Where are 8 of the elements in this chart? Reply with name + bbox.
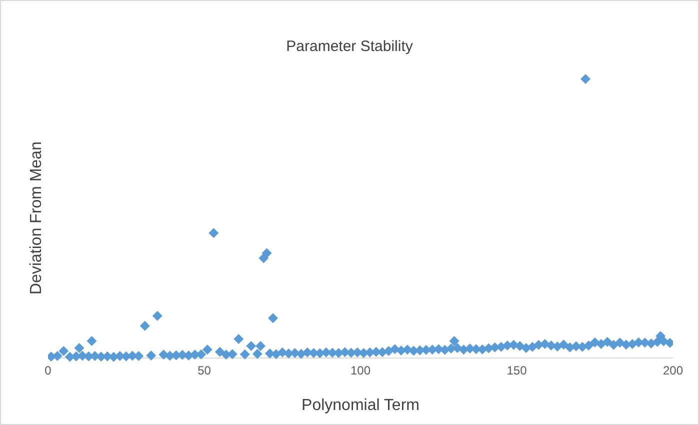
x-tick-label: 150: [506, 364, 528, 378]
chart-title: Parameter Stability: [285, 38, 414, 55]
x-tick-label: 0: [44, 364, 52, 378]
y-axis-title: Deviation From Mean: [28, 142, 46, 294]
x-axis-title: Polynomial Term: [300, 397, 420, 415]
x-tick-label: 200: [662, 364, 684, 378]
x-tick-label: 50: [198, 364, 212, 378]
x-tick-label: 100: [350, 364, 371, 378]
